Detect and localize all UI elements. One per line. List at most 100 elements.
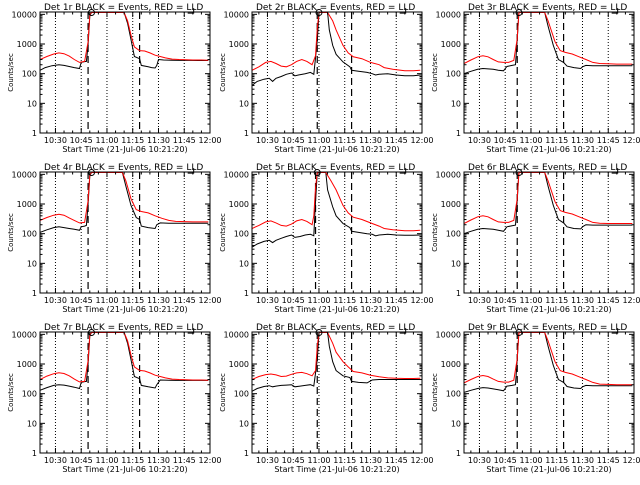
x-axis-label: Start Time (21-Jul-06 10:21:20) — [274, 305, 399, 314]
step-marker — [611, 328, 619, 334]
x-tick-label: 10:45 — [70, 456, 93, 465]
y-tick-label: 10000 — [436, 170, 461, 179]
x-tick-label: 11:45 — [385, 136, 408, 145]
plot-frame — [39, 331, 211, 454]
x-tick-label: 10:45 — [70, 136, 93, 145]
plot-frame — [39, 171, 211, 294]
plot-frame — [251, 11, 423, 134]
y-axis-label: Counts/sec — [431, 373, 439, 412]
x-tick-label: 11:45 — [173, 136, 196, 145]
events-curve — [252, 172, 421, 248]
plot-frame — [463, 11, 635, 134]
panel-title: Det 8r BLACK = Events, RED = LLD — [256, 323, 415, 333]
x-tick-label: 11:30 — [147, 456, 170, 465]
x-tick-label: 11:00 — [519, 456, 542, 465]
events-curve — [252, 332, 421, 392]
plot-area — [40, 12, 209, 71]
y-tick-label: 10000 — [436, 10, 461, 19]
lld-curve — [252, 332, 421, 380]
y-axis-label: Counts/sec — [219, 373, 227, 412]
x-tick-label: 12:00 — [410, 456, 433, 465]
chart-panel: Det 9r BLACK = Events, RED = LLD 1 10 100 10… — [431, 323, 640, 474]
x-tick-label: 11:00 — [519, 296, 542, 305]
plot-frame — [251, 331, 423, 454]
x-tick-label: 11:45 — [173, 296, 196, 305]
y-tick-label: 1 — [456, 129, 461, 138]
x-tick-label: 12:00 — [622, 456, 640, 465]
x-tick-label: 11:45 — [385, 456, 408, 465]
plot-area — [40, 332, 209, 391]
y-tick-label: 1000 — [17, 360, 37, 369]
x-tick-label: 10:45 — [282, 136, 305, 145]
x-axis-label: Start Time (21-Jul-06 10:21:20) — [62, 305, 187, 314]
panel-title: Det 1r BLACK = Events, RED = LLD — [44, 3, 203, 13]
chart-panel: Det 3r BLACK = Events, RED = LLD 1 10 100 10… — [431, 3, 640, 154]
x-tick-label: 11:45 — [597, 136, 620, 145]
x-tick-label: 10:30 — [44, 456, 67, 465]
x-tick-label: 11:30 — [571, 456, 594, 465]
x-tick-label: 11:00 — [307, 296, 330, 305]
lld-curve — [252, 12, 421, 72]
x-tick-label: 10:30 — [256, 456, 279, 465]
chart-panel: Det 7r BLACK = Events, RED = LLD 1 10 100 10… — [7, 323, 222, 474]
x-tick-label: 11:15 — [121, 296, 144, 305]
panel-title: Det 9r BLACK = Events, RED = LLD — [468, 323, 627, 333]
y-tick-label: 1000 — [441, 40, 461, 49]
lld-curve — [40, 332, 209, 383]
x-tick-label: 11:15 — [333, 296, 356, 305]
events-curve — [40, 12, 209, 71]
x-axis-label: Start Time (21-Jul-06 10:21:20) — [274, 145, 399, 154]
x-tick-label: 10:30 — [44, 136, 67, 145]
y-tick-label: 10000 — [12, 170, 37, 179]
chart-panel: Det 1r BLACK = Events, RED = LLD 1 10 100 10… — [7, 3, 222, 154]
x-axis-label: Start Time (21-Jul-06 10:21:20) — [62, 465, 187, 474]
y-tick-label: 1000 — [441, 360, 461, 369]
plot-frame — [251, 171, 423, 294]
events-curve — [252, 12, 421, 86]
x-tick-label: 11:45 — [597, 296, 620, 305]
chart-panel: Det 4r BLACK = Events, RED = LLD 1 10 100 10… — [7, 163, 222, 314]
x-axis-label: Start Time (21-Jul-06 10:21:20) — [62, 145, 187, 154]
x-tick-label: 11:15 — [333, 136, 356, 145]
panel-title: Det 5r BLACK = Events, RED = LLD — [256, 163, 415, 173]
x-tick-label: 11:15 — [545, 136, 568, 145]
y-tick-label: 10 — [27, 419, 37, 428]
peak-marker — [313, 169, 321, 177]
plot-area — [40, 172, 209, 233]
panel-title: Det 4r BLACK = Events, RED = LLD — [44, 163, 203, 173]
x-tick-label: 11:30 — [571, 136, 594, 145]
step-marker — [611, 8, 619, 14]
panel-title: Det 7r BLACK = Events, RED = LLD — [44, 323, 203, 333]
events-curve — [40, 172, 209, 233]
x-tick-label: 10:30 — [256, 296, 279, 305]
y-tick-label: 1000 — [17, 40, 37, 49]
y-tick-label: 100 — [446, 230, 461, 239]
y-tick-label: 100 — [22, 390, 37, 399]
x-tick-label: 11:30 — [147, 296, 170, 305]
x-tick-label: 11:00 — [95, 136, 118, 145]
events-curve — [464, 332, 633, 393]
lld-curve — [464, 12, 633, 65]
y-tick-label: 1 — [244, 289, 249, 298]
panel-title: Det 6r BLACK = Events, RED = LLD — [468, 163, 627, 173]
y-tick-label: 10000 — [224, 10, 249, 19]
peak-marker — [88, 169, 96, 177]
y-tick-label: 1000 — [229, 40, 249, 49]
chart-panel: Det 2r BLACK = Events, RED = LLD 1 10 100 10… — [219, 3, 434, 154]
x-tick-label: 10:30 — [468, 296, 491, 305]
y-tick-label: 100 — [22, 70, 37, 79]
x-tick-label: 11:15 — [121, 136, 144, 145]
lld-curve — [40, 172, 209, 224]
x-tick-label: 11:30 — [359, 456, 382, 465]
chart-panel: Det 5r BLACK = Events, RED = LLD 1 10 100 10… — [219, 163, 434, 314]
x-tick-label: 12:00 — [410, 136, 433, 145]
plot-frame — [463, 331, 635, 454]
x-tick-label: 12:00 — [198, 296, 221, 305]
x-tick-label: 10:30 — [44, 296, 67, 305]
y-tick-label: 10000 — [224, 330, 249, 339]
x-tick-label: 11:15 — [333, 456, 356, 465]
x-tick-label: 11:15 — [545, 456, 568, 465]
x-tick-label: 11:45 — [173, 456, 196, 465]
